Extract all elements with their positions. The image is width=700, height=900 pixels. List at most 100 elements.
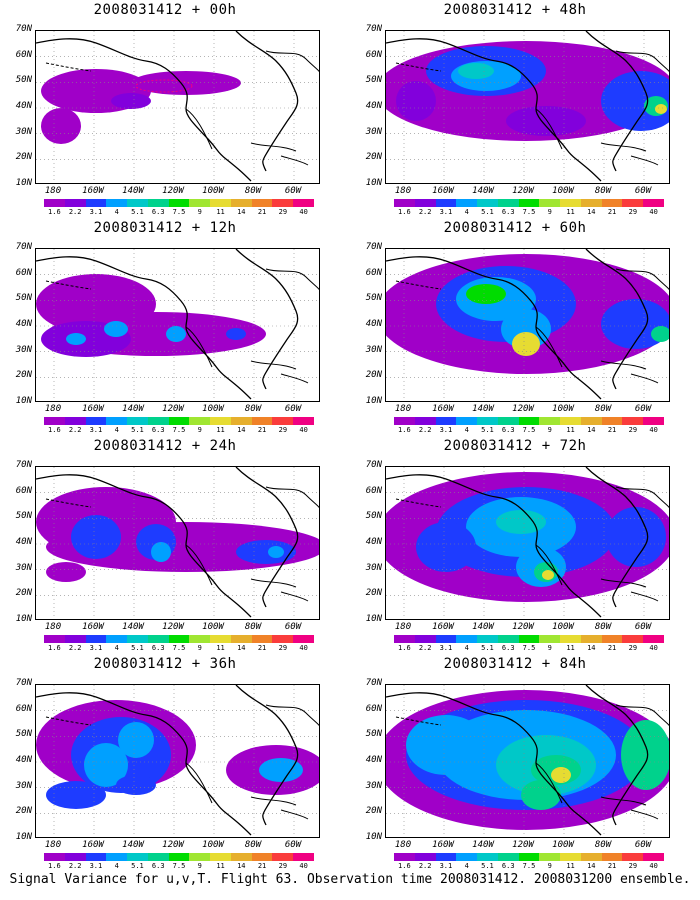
colorbar-swatch [210, 635, 231, 643]
colorbar-swatch [456, 417, 478, 425]
colorbar-swatch [251, 635, 273, 643]
variance-map [385, 30, 670, 184]
colorbar-swatch [414, 199, 436, 207]
colorbar-swatch [580, 635, 602, 643]
lat-label: 50N [15, 75, 32, 86]
lat-label: 40N [15, 537, 32, 547]
colorbar-swatch [210, 199, 231, 207]
colorbar-swatch [230, 635, 252, 643]
colorbar-label: 1.6 [398, 426, 411, 434]
lon-label: 80W [244, 404, 262, 414]
colorbar-label: 2.2 [68, 208, 82, 216]
colorbar-label: 11 [566, 426, 575, 434]
colorbar-swatch [189, 199, 211, 207]
colorbar-label: 9 [547, 862, 552, 870]
lat-label: 40N [365, 755, 382, 765]
colorbar-label: 9 [197, 208, 202, 216]
colorbar-label: 29 [278, 208, 288, 216]
colorbar-label: 6.3 [151, 208, 165, 216]
lon-label: 60W [634, 840, 652, 850]
lat-label: 20N [15, 152, 32, 163]
colorbar-label: 1.6 [48, 644, 61, 652]
colorbar-swatch [539, 199, 561, 207]
colorbar-label: 6.3 [501, 644, 515, 652]
colorbar-swatch [272, 635, 294, 643]
lon-label: 120W [512, 186, 534, 196]
colorbar-swatch [85, 853, 107, 861]
colorbar-label: 4 [464, 644, 469, 652]
colorbar-swatch [643, 635, 664, 643]
panel-title: 2008031412 + 00h [93, 2, 237, 18]
colorbar-label: 14 [587, 208, 596, 216]
map-canvas [386, 249, 669, 401]
lat-label: 30N [365, 126, 382, 137]
colorbar-swatch [64, 635, 86, 643]
lon-label: 160W [82, 404, 104, 414]
lon-label: 180 [394, 622, 412, 632]
colorbar [44, 199, 314, 207]
colorbar-label: 2.2 [418, 644, 432, 652]
lon-label: 140W [122, 840, 144, 850]
lon-label: 80W [244, 840, 262, 850]
lat-label: 40N [365, 101, 382, 111]
colorbar-label: 40 [649, 862, 658, 870]
colorbar-label: 3.1 [439, 426, 453, 434]
variance-map [385, 466, 670, 620]
colorbar-label: 5.1 [481, 644, 494, 652]
lon-label: 180 [44, 840, 62, 850]
colorbar-swatch [189, 853, 211, 861]
lat-label: 60N [15, 49, 32, 60]
lat-label: 30N [15, 344, 32, 355]
lon-label: 140W [122, 186, 144, 196]
lon-label: 140W [122, 622, 144, 632]
map-canvas [386, 31, 669, 183]
colorbar-swatch [394, 635, 415, 643]
colorbar-swatch [560, 199, 581, 207]
lon-label: 100W [552, 186, 574, 196]
colorbar-label: 4 [114, 208, 119, 216]
colorbar-label: 11 [216, 862, 225, 870]
colorbar-swatch [601, 635, 623, 643]
lat-label: 50N [15, 729, 32, 740]
colorbar-label: 21 [257, 426, 267, 434]
colorbar-label: 6.3 [501, 862, 515, 870]
lat-label: 70N [15, 678, 32, 688]
lon-label: 120W [512, 404, 534, 414]
lon-label: 180 [394, 404, 412, 414]
colorbar-label: 5.1 [481, 208, 494, 216]
lat-label: 70N [15, 242, 32, 252]
panel-title: 2008031412 + 72h [443, 438, 587, 454]
panel-title: 2008031412 + 84h [443, 656, 587, 672]
colorbar-label: 11 [216, 426, 225, 434]
colorbar-label: 1.6 [48, 208, 61, 216]
colorbar-swatch [127, 635, 148, 643]
lon-label: 160W [432, 404, 454, 414]
colorbar-swatch [456, 853, 478, 861]
colorbar-label: 5.1 [131, 644, 144, 652]
lon-label: 160W [432, 186, 454, 196]
map-canvas [386, 467, 669, 619]
colorbar-swatch [168, 635, 190, 643]
map-panel: 2008031412 + 24h 70N 60N 50N 40N 30N 20N 10N 18… [0, 436, 330, 652]
lon-label: 60W [634, 404, 652, 414]
colorbar-swatch [147, 635, 169, 643]
colorbar-label: 29 [278, 862, 288, 870]
colorbar-swatch [168, 417, 190, 425]
colorbar [394, 853, 664, 861]
colorbar-label: 7.5 [172, 208, 186, 216]
colorbar-label: 1.6 [398, 644, 411, 652]
colorbar-label: 3.1 [439, 644, 453, 652]
lat-label: 50N [365, 75, 382, 86]
colorbar-swatch [44, 635, 65, 643]
colorbar-swatch [189, 417, 211, 425]
lon-label: 140W [472, 186, 494, 196]
colorbar-label: 6.3 [501, 426, 515, 434]
lon-label: 60W [634, 622, 652, 632]
panel-title: 2008031412 + 24h [93, 438, 237, 454]
colorbar-label: 9 [547, 426, 552, 434]
lat-label: 20N [365, 152, 382, 163]
colorbar-swatch [622, 853, 644, 861]
colorbar-swatch [622, 635, 644, 643]
colorbar-label: 9 [197, 862, 202, 870]
colorbar-label: 2.2 [418, 208, 432, 216]
